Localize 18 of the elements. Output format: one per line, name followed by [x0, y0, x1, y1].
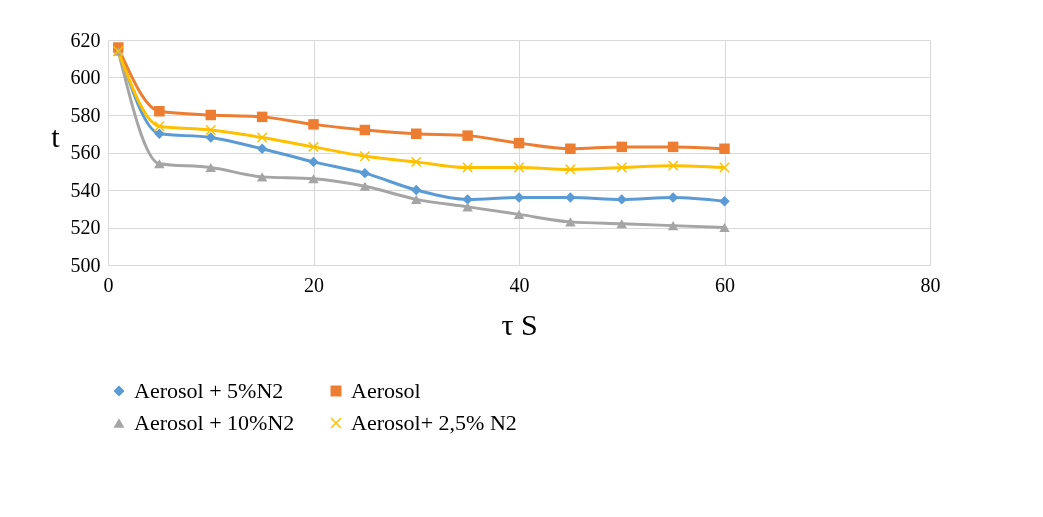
y-tick-label: 560	[70, 141, 101, 163]
y-tick-label: 500	[70, 253, 101, 276]
y-tick-label: 600	[70, 66, 101, 88]
y-axis-title: t	[51, 120, 61, 153]
x-tick-label: 0	[103, 273, 114, 296]
legend-label: Aerosol + 5%N2	[134, 378, 284, 403]
x-axis-title: τ S	[501, 307, 538, 341]
y-tick-label: 580	[70, 103, 101, 126]
legend-label: Aerosol	[351, 378, 421, 403]
y-tick-label: 520	[70, 216, 101, 238]
x-tick-label: 20	[304, 273, 324, 296]
x-tick-label: 40	[509, 273, 530, 296]
legend-label: Aerosol + 10%N2	[134, 410, 295, 435]
y-tick-label: 540	[70, 178, 101, 201]
y-tick-label: 620	[70, 28, 101, 51]
legend-label: Aerosol+ 2,5% N2	[351, 410, 517, 435]
x-tick-label: 60	[715, 273, 735, 296]
x-tick-label: 80	[920, 273, 941, 296]
